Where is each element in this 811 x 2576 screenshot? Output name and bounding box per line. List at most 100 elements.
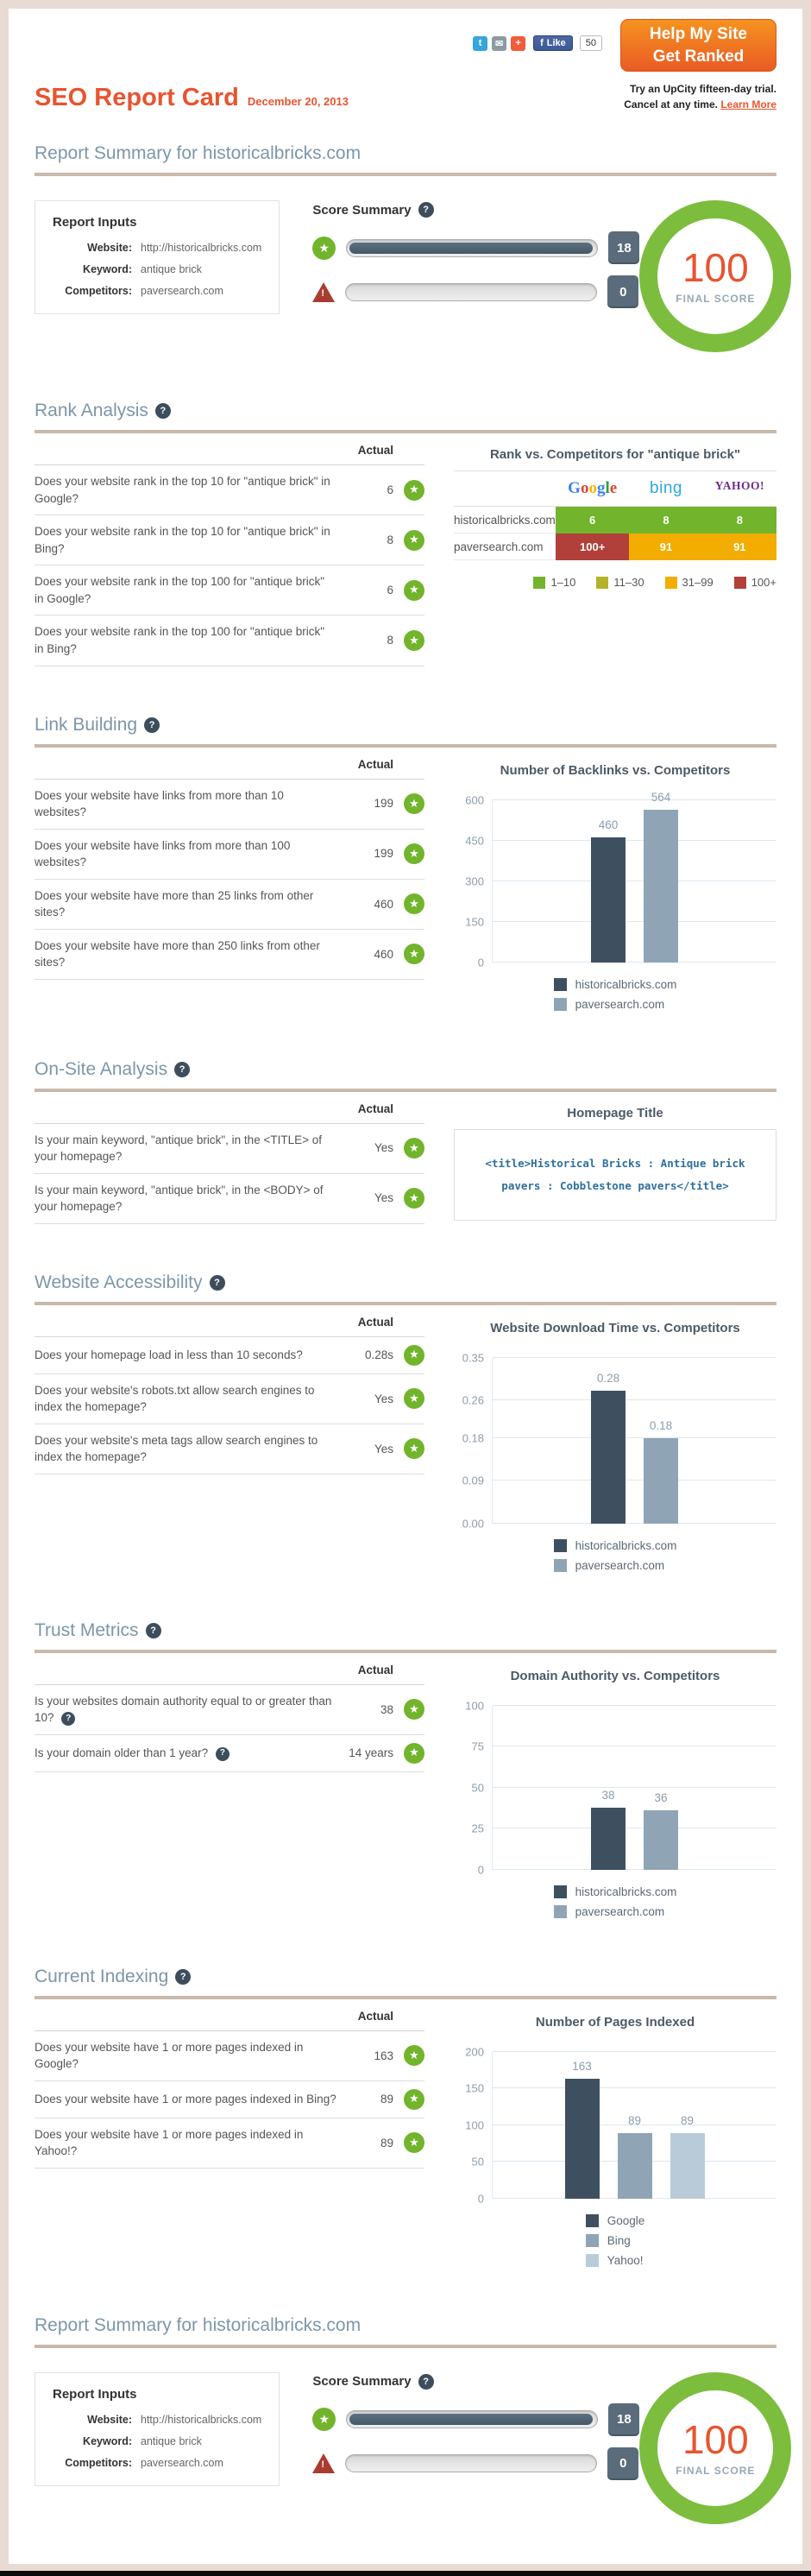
- pass-star-icon: ★: [404, 629, 424, 651]
- chart-legend: historicalbricks.com paversearch.com: [553, 977, 676, 1011]
- bar-Google: 163: [564, 2060, 600, 2199]
- pass-star-icon: ★: [404, 1699, 424, 1720]
- help-icon[interactable]: ?: [174, 1061, 191, 1077]
- question-text: Does your website have links from more t…: [35, 838, 291, 869]
- google-logo: Google: [556, 479, 629, 498]
- actual-column-header: Actual: [357, 2009, 393, 2023]
- question-row: Does your website's meta tags allow sear…: [35, 1424, 424, 1474]
- legend-item: 31–99: [664, 576, 714, 589]
- help-icon[interactable]: ?: [209, 1274, 225, 1291]
- google-logo-letter: g: [596, 479, 606, 497]
- legend-swatch: [733, 576, 746, 589]
- actual-value: 8: [387, 634, 393, 647]
- twitter-icon[interactable]: t: [473, 35, 488, 51]
- like-label: Like: [546, 38, 566, 48]
- pass-star-icon: ★: [404, 893, 424, 915]
- rank-cell: 8: [702, 507, 776, 534]
- chart-y-axis: 0 25 50 75 100: [454, 1699, 492, 1876]
- actual-value: 460: [374, 897, 393, 911]
- question-row: Does your website rank in the top 10 for…: [35, 465, 424, 516]
- help-icon[interactable]: ?: [418, 202, 434, 218]
- help-icon[interactable]: ?: [154, 403, 171, 419]
- bar-value-label: 564: [651, 790, 671, 804]
- chart-plot-area: 38 36: [492, 1704, 776, 1870]
- keyword-value: antique brick: [141, 2434, 202, 2447]
- actual-value: 8: [387, 533, 393, 546]
- actual-column-header: Actual: [357, 757, 393, 771]
- y-tick-label: 0.09: [462, 1474, 484, 1487]
- question-row: Is your main keyword, "antique brick", i…: [35, 1124, 424, 1174]
- input-row-website: Website: http://historicalbricks.com: [53, 2414, 261, 2426]
- pass-progress-fill: [349, 242, 593, 254]
- website-accessibility-section: Website Accessibility ? Actual Does your…: [35, 1272, 776, 1572]
- legend-label: historicalbricks.com: [575, 1885, 677, 1898]
- actual-value: Yes: [374, 1191, 393, 1205]
- star-icon: ★: [312, 236, 336, 260]
- legend-label: paversearch.com: [575, 1904, 665, 1918]
- report-inputs-title: Report Inputs: [53, 2386, 137, 2402]
- help-icon[interactable]: ?: [215, 1746, 229, 1761]
- rank-cell: 8: [629, 507, 703, 534]
- question-text: Does your website have links from more t…: [35, 788, 284, 819]
- input-row-competitors: Competitors: paversearch.com: [53, 285, 261, 297]
- pass-star-icon: ★: [404, 1138, 424, 1159]
- y-tick-label: 150: [465, 915, 484, 928]
- legend-label: Bing: [607, 2233, 631, 2247]
- legend-item: paversearch.com: [553, 1904, 677, 1918]
- y-tick-label: 100: [465, 1699, 484, 1713]
- legend-label: Yahoo!: [607, 2253, 644, 2267]
- competitor-name: historicalbricks.com: [454, 507, 556, 534]
- legend-swatch: [553, 1885, 567, 1898]
- question-row: Does your website have links from more t…: [35, 830, 424, 880]
- learn-more-link[interactable]: Learn More: [720, 98, 776, 110]
- y-tick-label: 200: [465, 2045, 484, 2059]
- actual-value: Yes: [374, 1141, 393, 1155]
- help-icon[interactable]: ?: [145, 1622, 161, 1638]
- fail-count-badge: 0: [607, 275, 639, 308]
- actual-column-header: Actual: [357, 1315, 393, 1329]
- section-divider: [35, 743, 776, 748]
- report-inputs-box: Report Inputs Website: http://historical…: [35, 200, 280, 314]
- rank-table: Google bing YAHOO! historicalbricks.com …: [454, 470, 776, 589]
- rank-cell: 6: [556, 507, 630, 534]
- share-icon[interactable]: +: [511, 35, 526, 51]
- question-text: Does your website rank in the top 10 for…: [35, 525, 330, 555]
- gridline: [493, 1399, 776, 1401]
- pass-star-icon: ★: [404, 529, 424, 551]
- question-row: Is your websites domain authority equal …: [35, 1685, 424, 1735]
- question-row: Is your domain older than 1 year? ? 14 y…: [35, 1735, 424, 1772]
- legend-item: historicalbricks.com: [553, 977, 676, 991]
- legend-swatch: [585, 2213, 599, 2227]
- score-summary-title: Score Summary: [312, 202, 412, 218]
- actual-value: 38: [380, 1702, 393, 1716]
- trial-text: Try an UpCity fifteen-day trial. Cancel …: [624, 81, 776, 112]
- legend-swatch: [664, 576, 677, 589]
- help-icon[interactable]: ?: [144, 717, 160, 733]
- warning-icon: !: [312, 281, 336, 302]
- question-text: Does your website rank in the top 100 fo…: [35, 625, 325, 655]
- email-icon[interactable]: ✉: [492, 35, 507, 51]
- question-row: Does your website have 1 or more pages i…: [35, 2031, 424, 2081]
- pass-count-badge: 18: [608, 231, 640, 264]
- help-icon[interactable]: ?: [175, 1968, 192, 1985]
- rank-table-title: Rank vs. Competitors for "antique brick": [489, 447, 741, 462]
- google-logo-letter: l: [605, 479, 610, 497]
- pass-star-icon: ★: [404, 843, 424, 865]
- help-my-site-button[interactable]: Help My Site Get Ranked: [620, 19, 776, 72]
- help-icon[interactable]: ?: [61, 1711, 76, 1726]
- google-logo-letter: o: [588, 479, 597, 497]
- question-text: Does your website's robots.txt allow sea…: [35, 1383, 315, 1414]
- final-score-value: 100: [682, 2416, 749, 2462]
- question-text: Is your main keyword, "antique brick", i…: [35, 1183, 324, 1214]
- legend-swatch: [553, 977, 567, 991]
- y-tick-label: 0: [477, 956, 484, 969]
- yahoo-logo: YAHOO!: [714, 479, 764, 492]
- input-row-competitors: Competitors: paversearch.com: [53, 2457, 261, 2469]
- legend-label: 1–10: [550, 576, 576, 589]
- question-text: Does your website rank in the top 100 fo…: [35, 575, 325, 605]
- legend-label: Google: [607, 2213, 645, 2227]
- help-icon[interactable]: ?: [418, 2373, 434, 2390]
- website-value: http://historicalbricks.com: [141, 242, 262, 254]
- question-row: Does your website rank in the top 100 fo…: [35, 565, 424, 616]
- facebook-like-button[interactable]: f Like: [533, 35, 573, 51]
